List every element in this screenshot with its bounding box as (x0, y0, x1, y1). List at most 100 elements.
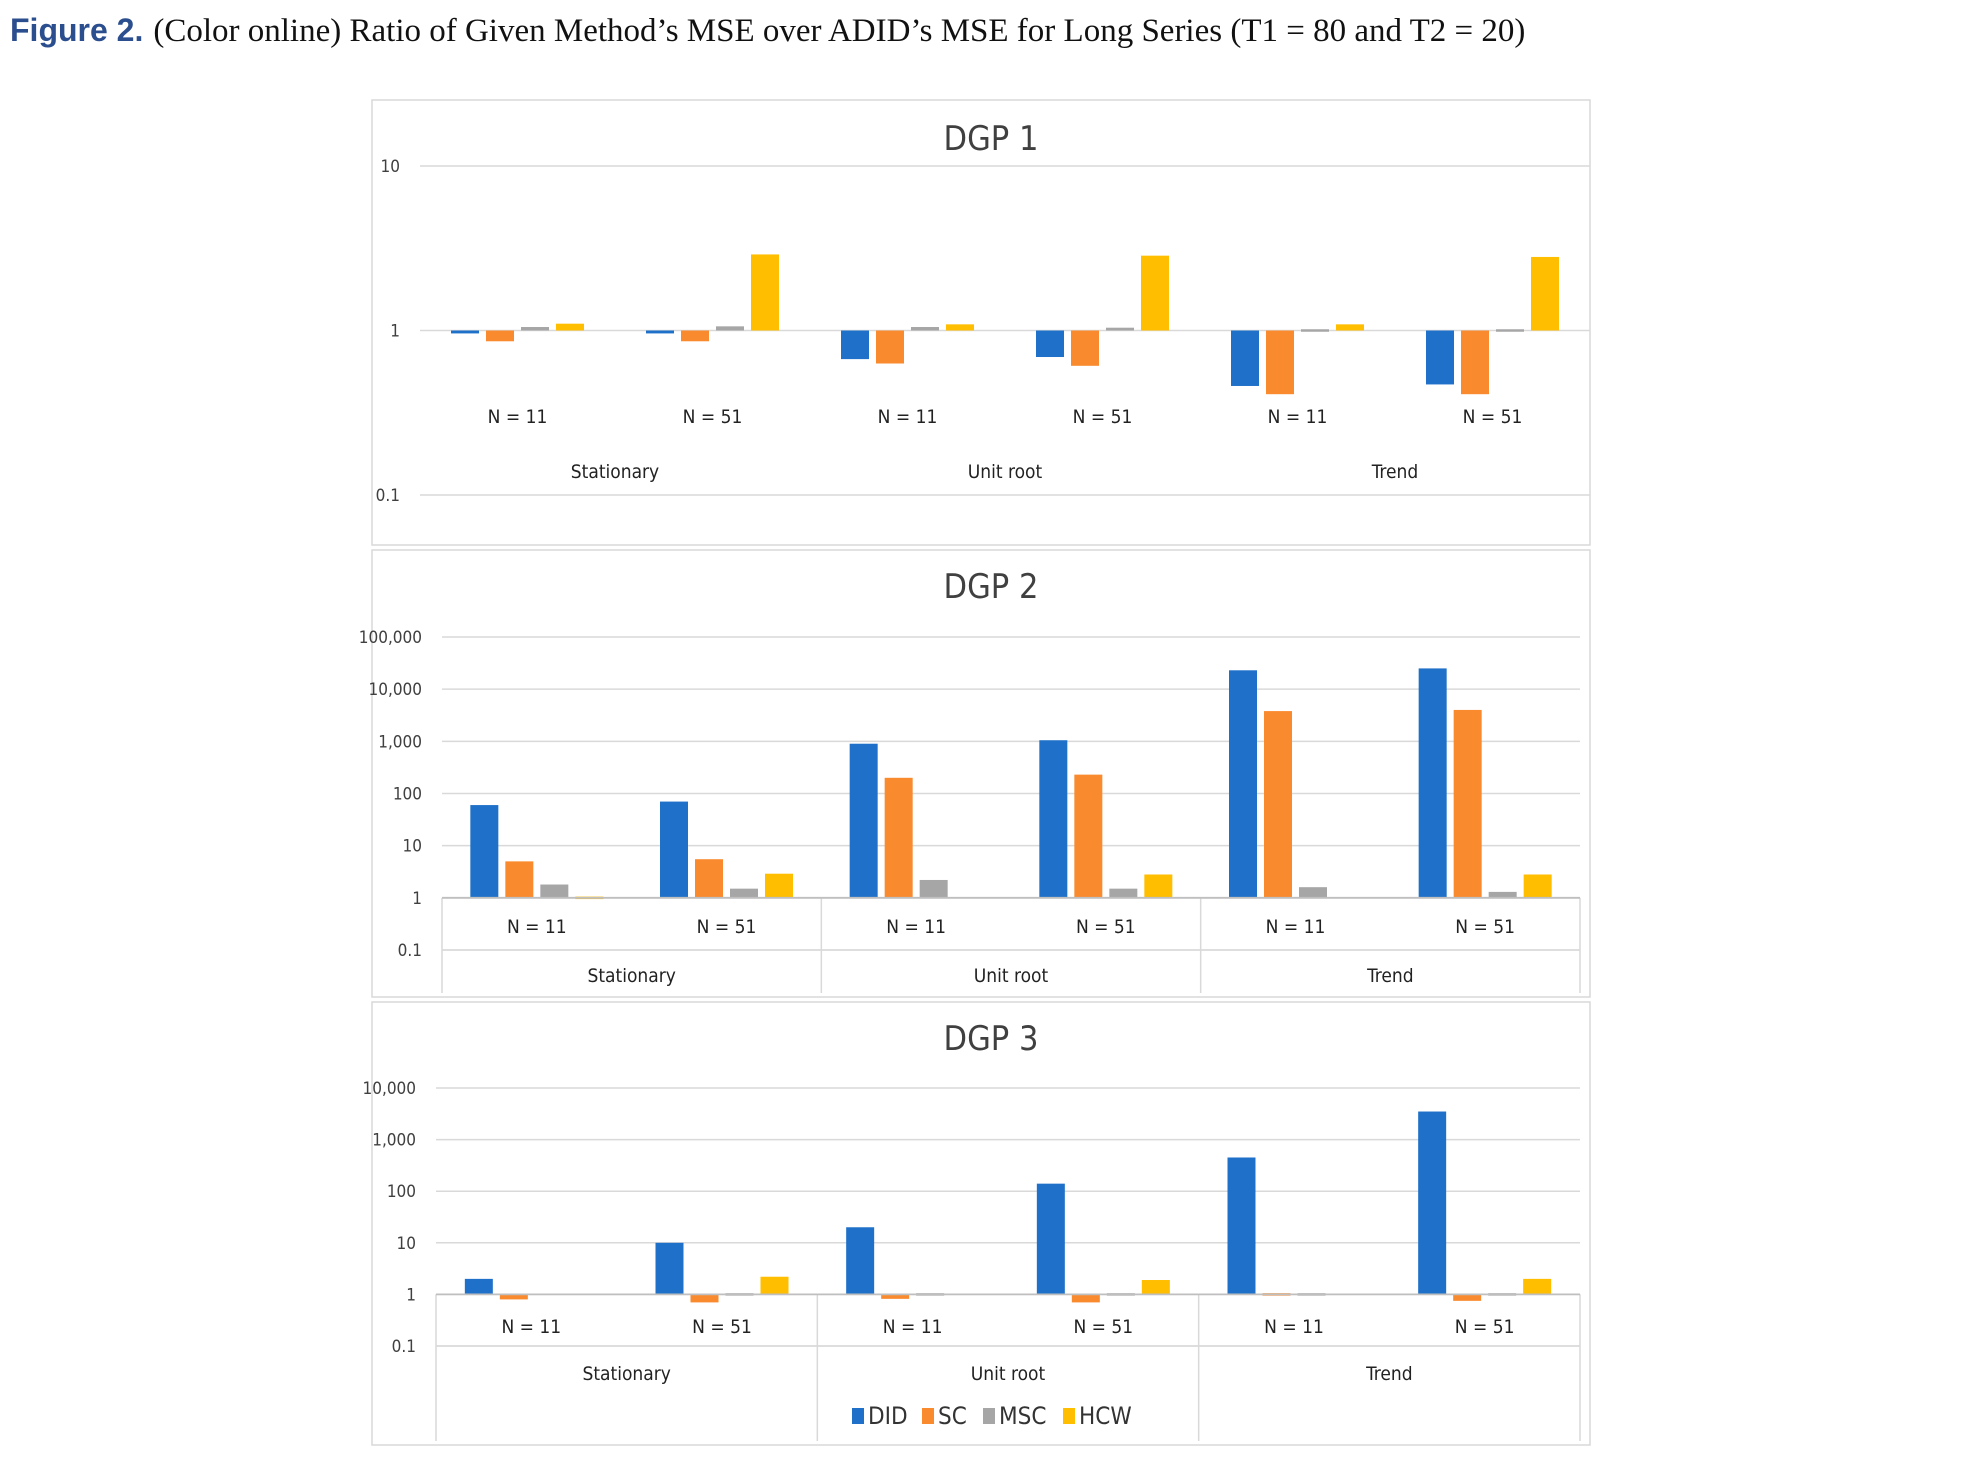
y-tick-label: 10,000 (363, 1079, 417, 1099)
bar-hcw (760, 1276, 789, 1295)
bar-did (1418, 1111, 1447, 1295)
y-tick-label: 1 (390, 322, 400, 342)
bar-did (1036, 1183, 1065, 1295)
bar-sc (1071, 330, 1099, 366)
category-label: N = 11 (501, 1316, 561, 1338)
bar-hcw (946, 324, 974, 331)
y-tick-label: 10,000 (369, 680, 423, 700)
legend: DID SC MSC HCW (852, 1402, 1132, 1430)
bar-sc (1453, 709, 1482, 898)
bar-sc (1453, 1294, 1482, 1301)
legend-swatch-sc (922, 1408, 934, 1424)
chart-title: DGP 2 (944, 567, 1039, 607)
figure-caption: Figure 2. (Color online) Ratio of Given M… (10, 12, 1950, 50)
bar-did (849, 743, 878, 898)
bar-sc (881, 1294, 910, 1299)
category-label: N = 11 (1268, 406, 1328, 428)
bar-hcw (1141, 255, 1169, 331)
bar-hcw (1144, 874, 1173, 898)
y-tick-label: 1,000 (372, 1131, 416, 1151)
bar-sc (486, 330, 514, 342)
bar-hcw (1523, 1278, 1552, 1295)
bar-sc (1071, 1294, 1100, 1303)
panel-frame (371, 549, 1591, 998)
category-label: N = 11 (886, 916, 946, 938)
figure-caption-text: (Color online) Ratio of Given Method’s M… (153, 13, 1526, 49)
bar-did (1426, 330, 1454, 385)
y-tick-label: 10 (397, 1234, 416, 1254)
chart-title: DGP 3 (944, 1019, 1039, 1059)
bar-hcw (1336, 324, 1364, 331)
bar-did (646, 330, 674, 334)
legend-label-msc: MSC (999, 1402, 1046, 1430)
y-tick-label: 1 (406, 1285, 416, 1305)
category-label: N = 11 (883, 1316, 943, 1338)
group-label: Stationary (587, 965, 675, 987)
y-tick-label: 1,000 (378, 732, 422, 752)
panel-frame (371, 1001, 1591, 1446)
chart-title: DGP 1 (944, 119, 1039, 159)
bar-hcw (1141, 1280, 1170, 1295)
category-label: N = 51 (1076, 916, 1136, 938)
bar-sc (1266, 330, 1294, 395)
bar-did (655, 1242, 684, 1295)
bar-hcw (1531, 256, 1559, 331)
bar-did (470, 805, 499, 898)
y-tick-label: 100 (387, 1182, 416, 1202)
bar-did (1418, 668, 1447, 898)
bar-msc (1301, 329, 1329, 332)
bar-msc (1109, 888, 1138, 898)
bar-did (660, 801, 688, 898)
category-label: N = 51 (683, 406, 743, 428)
bar-sc (505, 861, 534, 898)
y-tick-label: 0.1 (398, 941, 422, 961)
bar-sc (876, 330, 904, 364)
group-label: Trend (1365, 1363, 1412, 1385)
category-label: N = 51 (1073, 406, 1133, 428)
bar-msc (1299, 887, 1327, 898)
legend-swatch-hcw (1063, 1408, 1075, 1424)
bar-sc (884, 777, 913, 898)
y-tick-label: 100 (393, 785, 422, 805)
panel-frame (371, 99, 1591, 546)
bar-msc (716, 326, 744, 331)
chart-panel-3: 10,000 1,000 100 10 1 0.1 DGP 3 N = 11 N = 51 N =… (363, 1001, 1591, 1446)
legend-swatch-msc (983, 1408, 995, 1424)
group-label: Stationary (582, 1363, 670, 1385)
chart-panel-2: 100,000 10,000 1,000 100 10 1 0.1 DGP 2 N = 11 N … (359, 549, 1591, 998)
bar-did (464, 1278, 493, 1295)
chart-panel-1: 10 1 0.1 DGP 1 N = 11 N = 51 N = 11 N = 51 N = 1… (371, 99, 1591, 546)
bar-did (451, 330, 479, 334)
bar-hcw (1523, 874, 1552, 898)
bar-msc (521, 327, 549, 331)
legend-label-hcw: HCW (1079, 1402, 1132, 1430)
category-label: N = 11 (507, 916, 567, 938)
bar-sc (1264, 711, 1292, 898)
category-label: N = 11 (488, 406, 548, 428)
bar-sc (681, 330, 709, 342)
bar-msc (540, 884, 569, 898)
category-label: N = 51 (1455, 1316, 1515, 1338)
bar-sc (1461, 330, 1489, 395)
category-label: N = 51 (1463, 406, 1523, 428)
bar-msc (911, 327, 939, 331)
bar-did (1039, 740, 1068, 898)
category-label: N = 11 (1264, 1316, 1324, 1338)
bar-did (1229, 670, 1257, 898)
bar-did (1227, 1157, 1256, 1295)
bar-did (841, 330, 869, 360)
bar-msc (1106, 327, 1134, 331)
y-tick-label: 10 (403, 837, 422, 857)
category-label: N = 51 (692, 1316, 752, 1338)
legend-label-did: DID (868, 1402, 908, 1430)
bar-hcw (751, 254, 779, 331)
y-tick-label: 1 (412, 889, 422, 909)
bar-sc (499, 1294, 528, 1300)
bar-sc (1074, 774, 1103, 898)
bar-hcw (765, 873, 793, 898)
bar-msc (919, 879, 948, 898)
bar-msc (1488, 891, 1517, 898)
bar-sc (695, 859, 723, 898)
y-tick-label: 0.1 (376, 486, 400, 506)
